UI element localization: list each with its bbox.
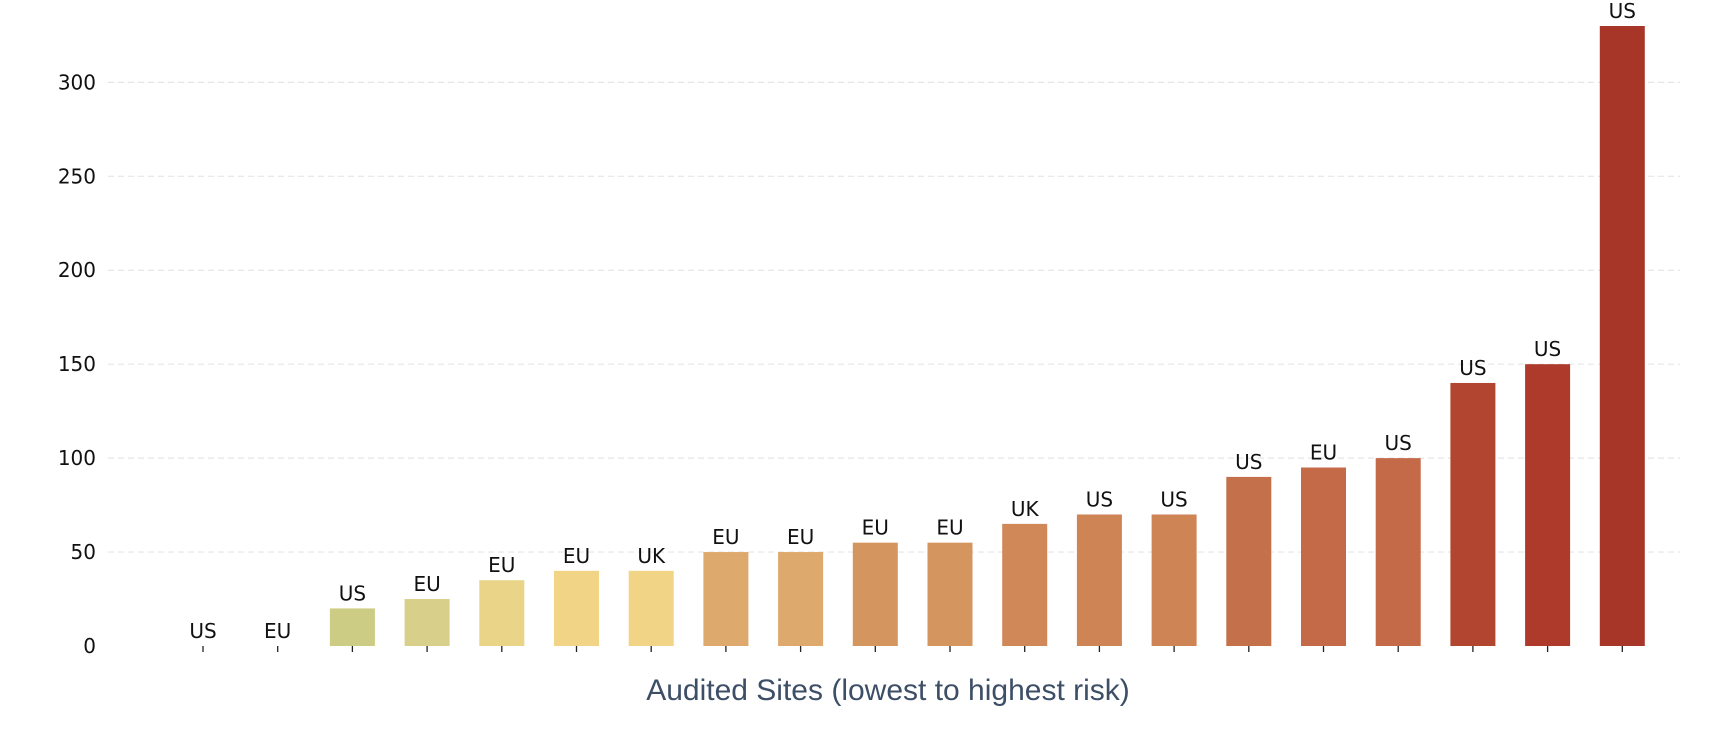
- y-tick-label: 0: [83, 634, 96, 658]
- bar: [1002, 523, 1048, 646]
- bar-label: US: [189, 619, 216, 643]
- bar: [404, 599, 450, 646]
- bar-label: US: [1086, 487, 1113, 511]
- bar-label: US: [1534, 337, 1561, 361]
- bar: [1599, 26, 1645, 646]
- y-tick-label: 200: [58, 258, 96, 282]
- bar: [1151, 514, 1197, 646]
- y-tick-label: 250: [58, 164, 96, 188]
- bar-label: EU: [787, 525, 814, 549]
- bar-label: EU: [1310, 441, 1337, 465]
- bar: [1226, 476, 1272, 646]
- bar-label: US: [339, 581, 366, 605]
- grid-layer: [108, 81, 1680, 553]
- y-tick-label: 150: [58, 352, 96, 376]
- y-tick-label: 100: [58, 446, 96, 470]
- bar: [628, 570, 674, 646]
- bar-label: EU: [413, 572, 440, 596]
- y-axis: 0 50 100 150 200 250 300: [58, 70, 96, 658]
- bar-label: EU: [936, 516, 963, 540]
- bar: [1450, 382, 1496, 646]
- bar: [927, 542, 973, 646]
- bar: [1525, 364, 1571, 646]
- bar-label: US: [1459, 356, 1486, 380]
- bar-label: EU: [488, 553, 515, 577]
- bar-label: EU: [862, 516, 889, 540]
- bar: [778, 552, 824, 646]
- y-tick-label: 300: [58, 70, 96, 94]
- y-tick-label: 50: [71, 540, 96, 564]
- bar-label: US: [1235, 450, 1262, 474]
- bar: [554, 570, 599, 646]
- bar: [479, 580, 525, 646]
- bar-label: EU: [712, 525, 739, 549]
- bars-layer: [329, 26, 1645, 646]
- bar: [852, 542, 898, 646]
- bar-label: EU: [264, 619, 291, 643]
- bar-label: UK: [637, 544, 666, 568]
- x-axis-title: Audited Sites (lowest to highest risk): [646, 674, 1130, 707]
- bar: [1375, 458, 1421, 646]
- bar: [329, 608, 375, 646]
- bar-label: UK: [1011, 497, 1040, 521]
- bar: [703, 552, 749, 646]
- bar-label: US: [1609, 0, 1636, 23]
- x-axis: [202, 646, 1623, 652]
- bar-labels: US EU US EU EU EU UK EU EU EU EU UK US US US EU US US US US: [189, 0, 1636, 643]
- bar: [1301, 467, 1346, 646]
- bar-label: EU: [563, 544, 590, 568]
- bar: [1076, 514, 1122, 646]
- bar-label: US: [1385, 431, 1412, 455]
- bar-label: US: [1160, 487, 1187, 511]
